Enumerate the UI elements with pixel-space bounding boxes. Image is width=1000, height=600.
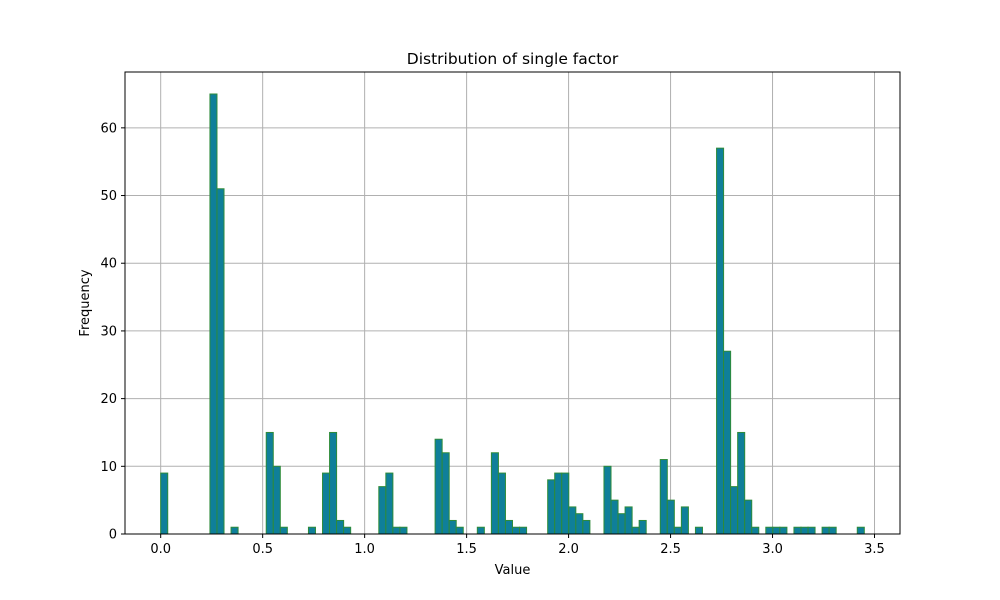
histogram-bar (216, 188, 225, 535)
histogram-bar (378, 486, 387, 535)
x-tick-label: 3.5 (864, 542, 885, 557)
histogram-bar (744, 499, 753, 535)
histogram-bar (434, 438, 443, 535)
histogram-bar (343, 526, 352, 535)
histogram-bar (610, 499, 619, 535)
histogram-bar (272, 465, 281, 535)
histogram-bar (793, 526, 802, 535)
histogram-bar (490, 452, 499, 535)
x-tick-label: 1.0 (354, 542, 375, 557)
chart-title: Distribution of single factor (407, 50, 619, 68)
bars (160, 93, 865, 535)
histogram-bar (737, 431, 746, 535)
x-tick-label: 0.5 (252, 542, 273, 557)
histogram-bar (751, 526, 760, 535)
x-tick-label: 3.0 (762, 542, 783, 557)
x-tick-label: 0.0 (150, 542, 171, 557)
histogram-bar (856, 526, 865, 535)
histogram-bar (568, 506, 577, 535)
histogram-bar (694, 526, 703, 535)
histogram-bar (723, 350, 732, 535)
grid (125, 72, 900, 535)
y-axis: 0 10 20 30 40 50 60 (100, 121, 125, 543)
histogram-bar (638, 519, 647, 535)
histogram-bar (575, 513, 584, 535)
histogram-bar (617, 513, 626, 535)
histogram-bar (716, 147, 725, 535)
histogram-bar (497, 472, 506, 535)
histogram-bar (392, 526, 401, 535)
histogram-bar (765, 526, 774, 535)
histogram-bar (631, 526, 640, 535)
histogram-bar (730, 486, 739, 535)
histogram-bar (547, 479, 556, 535)
histogram-bar (441, 452, 450, 535)
y-axis-label: Frequency (78, 269, 93, 336)
x-axis: 0.0 0.5 1.0 1.5 2.0 2.5 3.0 3.5 (150, 534, 885, 557)
histogram-bar (448, 519, 457, 535)
histogram-bar (554, 472, 563, 535)
histogram-bar (265, 431, 274, 535)
histogram-bar (659, 459, 668, 535)
histogram-bar (399, 526, 408, 535)
histogram-bar (279, 526, 288, 535)
histogram-bar (561, 472, 570, 535)
histogram-bar (336, 519, 345, 535)
plot-frame (124, 71, 901, 535)
histogram-bar (209, 93, 218, 535)
histogram-bar (582, 519, 591, 535)
histogram-bar (476, 526, 485, 535)
histogram-bar (512, 526, 521, 535)
histogram-bar (800, 526, 809, 535)
x-tick-label: 1.5 (456, 542, 477, 557)
y-tick-label: 20 (100, 392, 117, 407)
histogram-bar (624, 506, 633, 535)
histogram-bar (504, 519, 513, 535)
histogram-bar (519, 526, 528, 535)
histogram-bar (828, 526, 837, 535)
histogram-bar (322, 472, 331, 535)
histogram-bar (673, 526, 682, 535)
histogram-bar (307, 526, 316, 535)
histogram-bar (385, 472, 394, 535)
histogram-bar (680, 506, 689, 535)
histogram-bar (160, 472, 169, 535)
histogram-bar (779, 526, 788, 535)
histogram-bar (772, 526, 781, 535)
histogram-bar (455, 526, 464, 535)
x-tick-label: 2.5 (660, 542, 681, 557)
y-tick-label: 10 (100, 460, 117, 475)
x-tick-label: 2.0 (558, 542, 579, 557)
y-tick-label: 60 (100, 121, 117, 136)
histogram-bar (666, 499, 675, 535)
y-tick-label: 40 (100, 257, 117, 272)
histogram-bar (821, 526, 830, 535)
histogram-bar (603, 465, 612, 535)
histogram-bar (329, 431, 338, 535)
y-tick-label: 0 (109, 528, 117, 543)
y-tick-label: 50 (100, 189, 117, 204)
histogram-bar (807, 526, 816, 535)
histogram-bar (230, 526, 239, 535)
y-tick-label: 30 (100, 324, 117, 339)
x-axis-label: Value (495, 563, 531, 578)
